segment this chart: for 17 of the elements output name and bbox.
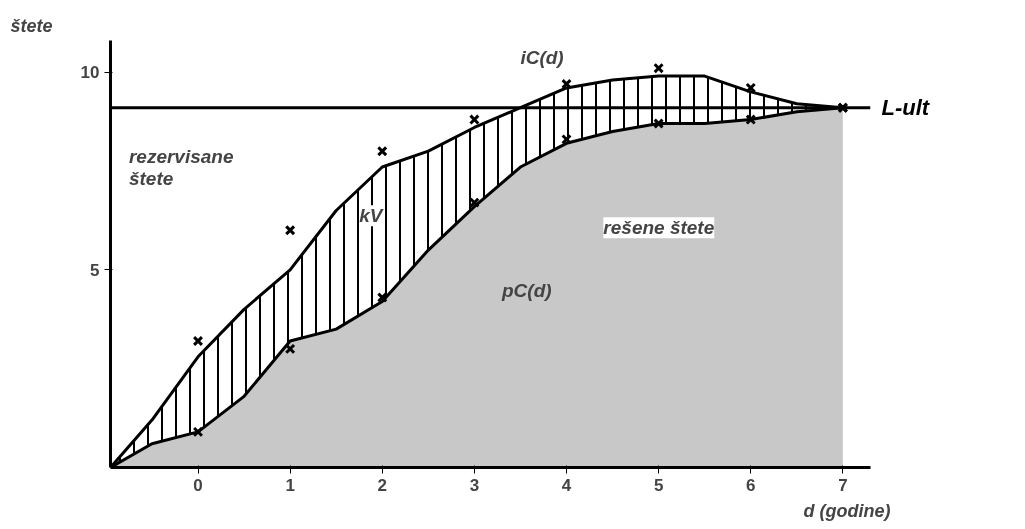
- x-tick-label: 3: [469, 475, 480, 495]
- x-tick-label: 4: [561, 475, 572, 495]
- annotation: kV: [359, 205, 384, 227]
- x-tick-label: 2: [377, 475, 387, 495]
- ref-line-label: L-ult: [881, 95, 931, 121]
- x-tick-label: 6: [746, 475, 756, 495]
- annotation: rešene štete: [603, 217, 715, 239]
- y-axis-title: štete: [10, 15, 53, 36]
- y-tick-label: 10: [80, 63, 100, 83]
- x-tick-label: 0: [193, 475, 203, 495]
- annotation: rezervisane štete: [128, 146, 234, 190]
- x-axis-title: d (godine): [803, 500, 891, 521]
- x-tick-label: 1: [285, 475, 295, 495]
- series-label: iC(d): [520, 47, 564, 69]
- series-label: pC(d): [501, 280, 552, 302]
- x-tick-label: 5: [653, 475, 664, 495]
- x-tick-label: 7: [838, 475, 848, 495]
